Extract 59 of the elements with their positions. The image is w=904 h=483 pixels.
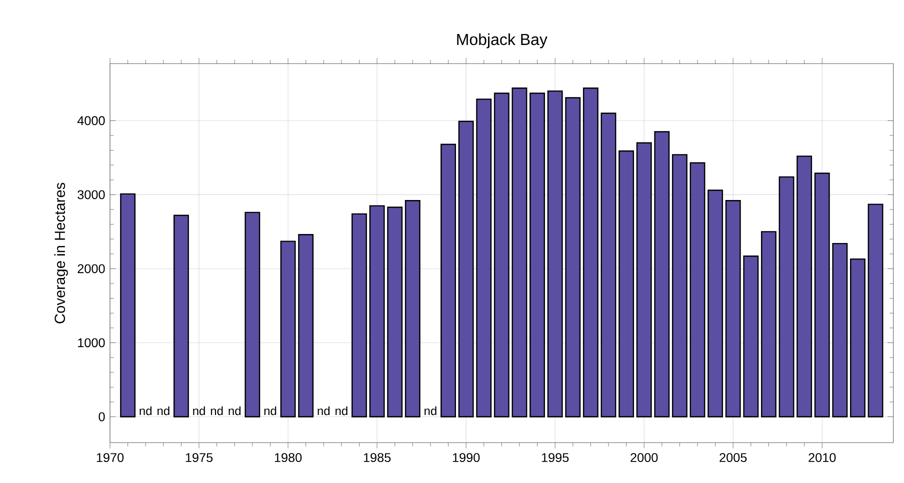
- x-tick-label: 1970: [96, 453, 124, 462]
- bar: [530, 92, 545, 418]
- bar: [690, 162, 706, 418]
- y-tick-label: 4000: [77, 116, 105, 126]
- bar: [582, 87, 598, 418]
- bar: [352, 213, 367, 418]
- text: nd: [424, 406, 436, 416]
- text: nd: [336, 406, 348, 416]
- bar: [494, 92, 510, 418]
- text: nd: [264, 406, 276, 416]
- bar: [868, 204, 884, 418]
- bar: [369, 205, 385, 418]
- text: nd: [158, 406, 170, 416]
- bar: [280, 240, 296, 418]
- bar: [760, 231, 776, 418]
- bar: [298, 234, 314, 418]
- bar: [404, 200, 420, 418]
- text: nd: [140, 406, 152, 416]
- y-tick-label: 2000: [78, 264, 105, 274]
- bar: [476, 98, 492, 418]
- bar: [120, 193, 136, 418]
- x-tick-label: 2000: [630, 453, 658, 462]
- x-tick-label: 1985: [364, 453, 391, 462]
- x-tick-label: 2005: [720, 453, 747, 462]
- chart-title: Mobjack Bay: [457, 33, 548, 48]
- bar: [173, 214, 189, 418]
- bar: [565, 97, 581, 418]
- text: nd: [210, 406, 223, 416]
- y-tick-label: 3000: [78, 190, 105, 200]
- bar: [708, 190, 724, 418]
- x-tick-label: 1975: [186, 453, 213, 462]
- bar: [654, 131, 670, 418]
- y-tick-label: 0: [98, 412, 105, 422]
- x-tick-label: 1990: [452, 453, 480, 462]
- bar: [600, 112, 616, 418]
- text: nd: [193, 406, 205, 416]
- bar: [512, 87, 528, 418]
- x-tick-label: 2010: [808, 453, 836, 462]
- bar: [387, 206, 403, 418]
- bar: [636, 142, 652, 418]
- y-tick-label: 1000: [78, 338, 105, 348]
- bar: [832, 242, 848, 418]
- bar: [618, 150, 634, 418]
- bar: [458, 120, 474, 418]
- bar: [796, 156, 812, 418]
- text: nd: [228, 406, 241, 416]
- y-axis-title: Coverage in Hectares: [54, 182, 68, 324]
- bar: [850, 258, 866, 418]
- bar: [725, 200, 741, 418]
- x-tick-label: 1980: [274, 453, 302, 462]
- bar: [672, 154, 688, 418]
- bar: [743, 256, 759, 418]
- bar: [244, 212, 260, 418]
- bar: [440, 144, 456, 418]
- bar: [814, 172, 830, 418]
- x-tick-label: 1995: [542, 453, 569, 462]
- bar: [778, 176, 794, 418]
- text: nd: [318, 406, 330, 416]
- bar: [547, 90, 563, 418]
